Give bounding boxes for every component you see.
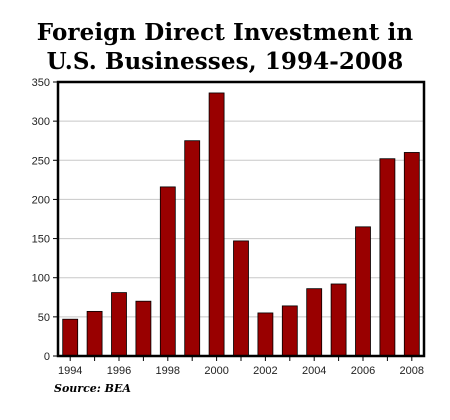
bar-1996 xyxy=(111,292,127,357)
bars xyxy=(62,92,420,357)
x-tick-label: 2002 xyxy=(253,365,277,377)
bar-2007 xyxy=(379,158,396,357)
x-tick-label: 2008 xyxy=(400,365,424,377)
bar-1998 xyxy=(159,186,176,357)
y-tick-label: 100 xyxy=(32,273,50,285)
bar-2004 xyxy=(306,288,323,357)
bar-2000 xyxy=(208,92,225,357)
x-tick-label: 1998 xyxy=(156,365,180,377)
source-note: Source: BEA xyxy=(54,382,131,395)
y-axis: 0 50 100 150 200 250 300 350 xyxy=(32,77,58,363)
bar-1995 xyxy=(86,310,103,357)
x-tick-label: 1994 xyxy=(58,365,82,377)
y-tick-label: 200 xyxy=(32,194,50,206)
y-tick-label: 150 xyxy=(32,234,50,246)
chart-title: Foreign Direct Investment in U.S. Busine… xyxy=(0,18,450,76)
bar-2001 xyxy=(233,240,249,357)
bar-2002 xyxy=(257,312,274,357)
bar-2003 xyxy=(281,305,298,357)
bar-2005 xyxy=(330,283,347,357)
chart-title-line-1: Foreign Direct Investment in xyxy=(36,19,414,46)
y-tick-label: 0 xyxy=(44,351,50,363)
y-tick-label: 250 xyxy=(32,155,50,167)
y-tick-label: 350 xyxy=(32,77,50,89)
y-tick-label: 300 xyxy=(32,116,50,128)
plot-frame xyxy=(56,80,426,358)
bar-2006 xyxy=(355,226,371,357)
y-tick-label: 50 xyxy=(38,312,50,324)
bar-1999 xyxy=(184,140,201,357)
bar-2008 xyxy=(403,152,420,357)
bar-1997 xyxy=(135,300,152,357)
chart-title-line-2: U.S. Businesses, 1994-2008 xyxy=(46,48,404,75)
x-axis: 1994 1996 1998 2000 2002 2004 2006 2008 xyxy=(58,356,424,377)
bar-1994 xyxy=(62,318,79,357)
x-tick-label: 2000 xyxy=(204,365,228,377)
x-tick-label: 2006 xyxy=(351,365,375,377)
x-tick-label: 2004 xyxy=(302,365,326,377)
x-tick-label: 1996 xyxy=(107,365,131,377)
